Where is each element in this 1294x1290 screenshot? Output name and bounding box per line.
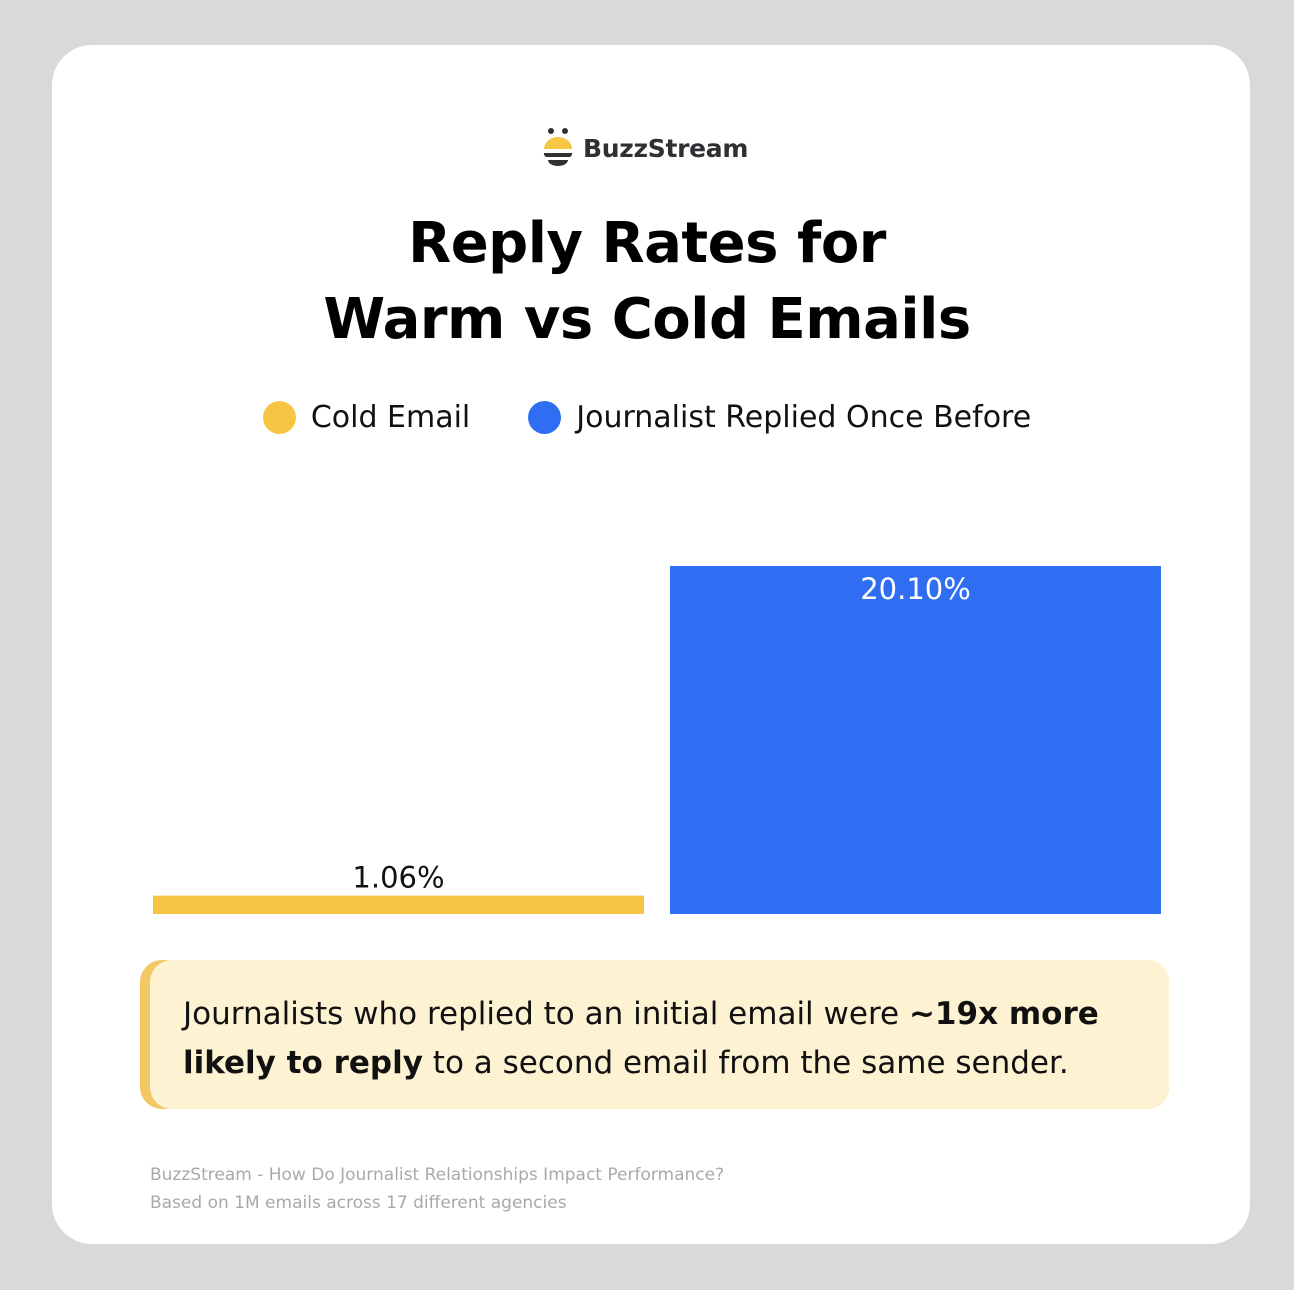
brand-name: BuzzStream	[583, 133, 749, 163]
chart-title: Reply Rates for Warm vs Cold Emails	[0, 206, 1294, 358]
title-line-1: Reply Rates for	[408, 211, 886, 276]
callout-text: Journalists who replied to an initial em…	[150, 960, 1169, 1109]
legend: Cold Email Journalist Replied Once Befor…	[0, 400, 1294, 435]
source-note: Based on 1M emails across 17 different a…	[150, 1193, 567, 1213]
legend-dot-cold	[262, 401, 296, 434]
legend-dot-warm	[528, 401, 562, 434]
legend-label-warm: Journalist Replied Once Before	[576, 400, 1032, 435]
callout-box: Journalists who replied to an initial em…	[140, 960, 1169, 1109]
legend-label-cold: Cold Email	[310, 400, 471, 435]
source-line: BuzzStream - How Do Journalist Relations…	[150, 1165, 725, 1185]
legend-item-cold: Cold Email	[262, 400, 471, 435]
title-line-2: Warm vs Cold Emails	[323, 287, 971, 352]
bar-warm	[670, 566, 1161, 914]
callout-text-part2: to a second email from the same sender.	[422, 1045, 1069, 1081]
callout-text-part1: Journalists who replied to an initial em…	[183, 996, 909, 1032]
buzzstream-logo: BuzzStream	[543, 126, 748, 170]
legend-item-warm: Journalist Replied Once Before	[528, 400, 1031, 435]
bar-cold	[153, 895, 644, 914]
data-label-warm: 20.10%	[860, 572, 971, 606]
bee-icon	[543, 128, 573, 166]
callout-text-bold: ~19x more likely to reply	[183, 996, 1099, 1081]
source-footer: BuzzStream - How Do Journalist Relations…	[150, 1161, 724, 1217]
data-label-cold: 1.06%	[352, 861, 444, 895]
